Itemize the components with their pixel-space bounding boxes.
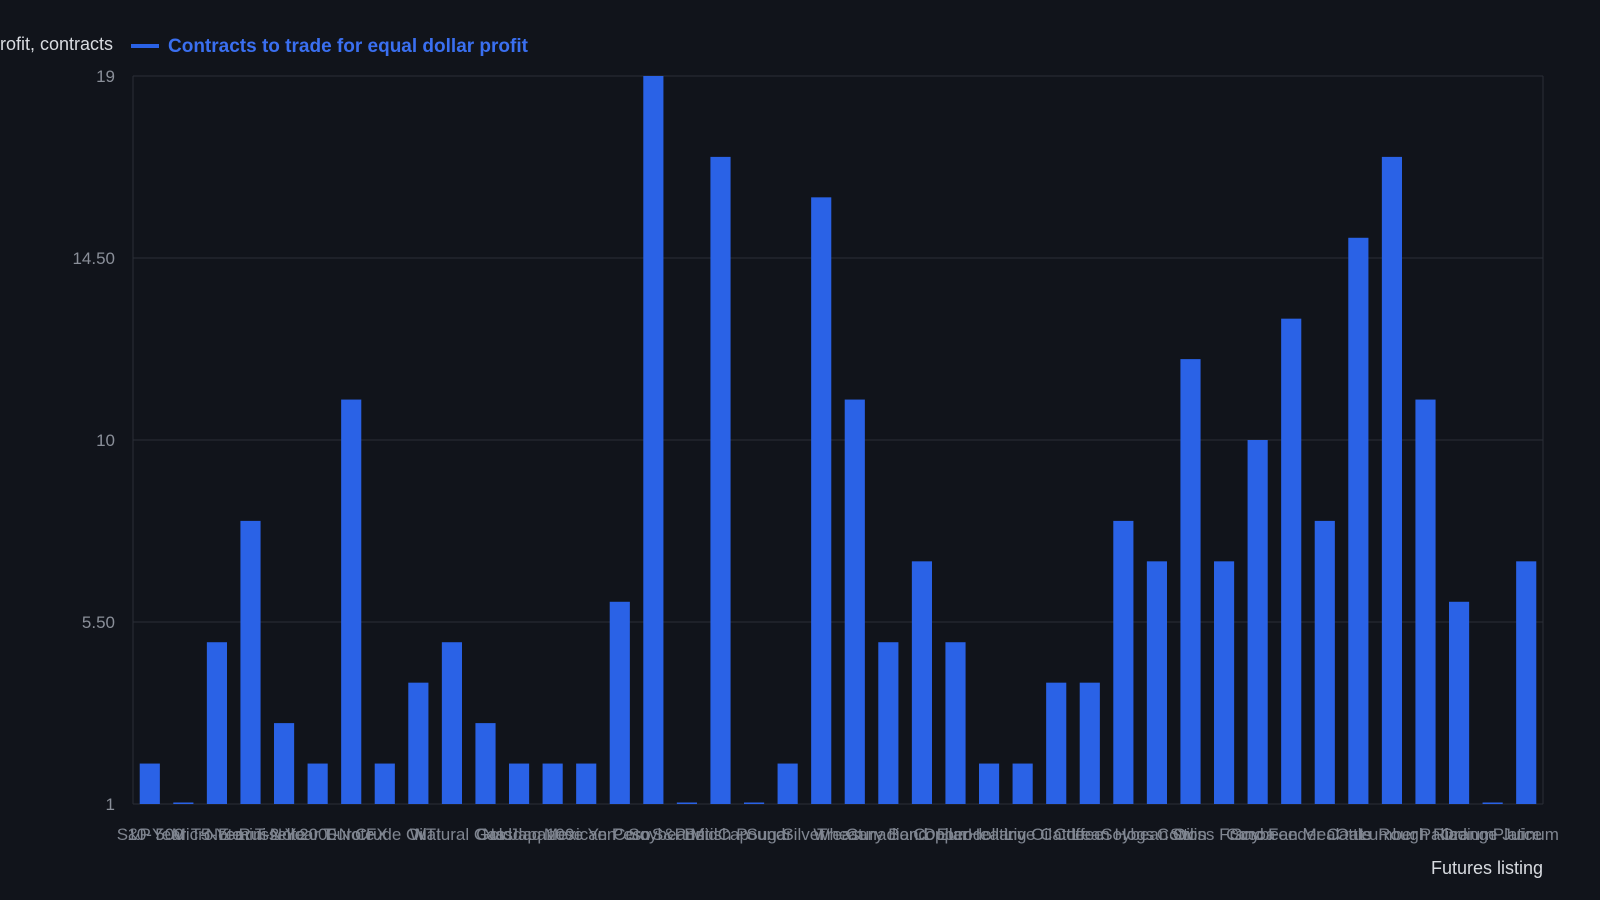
x-category-label: Nasdaq 100 (483, 825, 575, 844)
bar[interactable] (1113, 520, 1134, 804)
x-category-label: Micro E-mini (172, 825, 266, 844)
x-category-label: Euro FX (325, 825, 387, 844)
y-tick-label: 14.50 (72, 249, 115, 268)
x-category-label: Lumber (1359, 825, 1417, 844)
x-category-label: Palladium (1420, 825, 1495, 844)
x-category-label: Soybean Meal (1231, 825, 1340, 844)
bar[interactable] (979, 763, 1000, 804)
x-category-label: British Pound (684, 825, 785, 844)
bar[interactable] (576, 763, 597, 804)
bars (139, 76, 1537, 805)
bar[interactable] (1247, 440, 1268, 804)
bar[interactable] (240, 520, 261, 804)
x-category-label: Heating Oil (968, 825, 1052, 844)
bar[interactable] (609, 601, 630, 804)
x-category-label: Soybean Oil (1101, 825, 1194, 844)
bar[interactable] (1516, 561, 1537, 804)
bar[interactable] (139, 763, 160, 804)
x-category-label: S&P MidCap (652, 825, 749, 844)
bar[interactable] (274, 723, 295, 804)
y-tick-label: 10 (96, 431, 115, 450)
x-category-label: Sugar (747, 825, 793, 844)
x-category-label: Natural Gas (414, 825, 505, 844)
bar[interactable] (509, 763, 530, 804)
x-category-label: Oats (1336, 825, 1372, 844)
bar[interactable] (1214, 561, 1235, 804)
legend-label: Contracts to trade for equal dollar prof… (168, 36, 529, 57)
x-category-label: Cotton (1157, 825, 1207, 844)
x-category-label: 2-Year T-Note (270, 825, 375, 844)
bar[interactable] (374, 763, 395, 804)
grid-lines (132, 75, 1544, 805)
bar[interactable] (1415, 399, 1436, 804)
x-category-label: Lean Hogs (1072, 825, 1154, 844)
bar[interactable] (1449, 601, 1470, 804)
x-category-label: Swiss Franc (1170, 825, 1263, 844)
x-category-label: Live Cattle (1004, 825, 1084, 844)
bar[interactable] (710, 156, 731, 804)
x-category-label: Silver (782, 825, 825, 844)
x-category-label: Canadian Dollar (846, 825, 968, 844)
bar[interactable] (844, 399, 865, 804)
x-category-label: 5-Year T-Note (201, 825, 306, 844)
bar[interactable] (1381, 156, 1402, 804)
bar[interactable] (475, 723, 496, 804)
bar[interactable] (408, 682, 429, 804)
bar[interactable] (1281, 318, 1302, 804)
y-axis-title: Equal dollar profit, contracts (0, 34, 113, 54)
bar[interactable] (1348, 237, 1369, 804)
x-category-label: Mexican Peso (544, 825, 651, 844)
bar[interactable] (945, 642, 966, 804)
y-tick-label: 19 (96, 67, 115, 86)
bar[interactable] (1146, 561, 1167, 804)
bar[interactable] (173, 802, 194, 805)
y-tick-label: 5.50 (82, 613, 115, 632)
x-axis-title: Futures listing (1431, 858, 1543, 878)
x-category-label: Wheat (813, 825, 862, 844)
bar[interactable] (441, 642, 462, 804)
x-category-label: Copper (913, 825, 969, 844)
bar[interactable] (1012, 763, 1033, 804)
x-category-label: Gold (476, 825, 512, 844)
bar[interactable] (676, 802, 697, 805)
bar[interactable] (206, 642, 227, 804)
bar[interactable] (542, 763, 563, 804)
bar[interactable] (811, 197, 832, 805)
bar[interactable] (1046, 682, 1067, 804)
x-category-label: Feeder Cattle (1268, 825, 1371, 844)
y-tick-labels: 1 5.50 10 14.50 19 (72, 67, 115, 814)
x-category-label: Soybeans (628, 825, 704, 844)
x-category-label: WTI (410, 825, 441, 844)
bar[interactable] (1482, 802, 1503, 805)
x-category-label: Cocoa (1226, 825, 1276, 844)
bar[interactable] (744, 802, 765, 805)
x-category-label: Treasury Bond (817, 825, 928, 844)
x-category-label: Japanese Yen (509, 825, 616, 844)
x-category-label: Eurodollar (937, 825, 1015, 844)
legend[interactable]: Contracts to trade for equal dollar prof… (131, 36, 529, 57)
x-category-label: S&P 500 (117, 825, 184, 844)
x-category-label: Rough Rice (1378, 825, 1467, 844)
y-tick-label: 1 (106, 795, 115, 814)
x-category-label: Crude Oil (355, 825, 427, 844)
bar[interactable] (643, 76, 664, 804)
bar[interactable] (1079, 682, 1100, 804)
bar[interactable] (307, 763, 328, 804)
bar[interactable] (777, 763, 798, 804)
x-category-label: Russell 2000 (239, 825, 337, 844)
bar[interactable] (1180, 359, 1201, 804)
bar[interactable] (878, 642, 899, 804)
bar[interactable] (911, 561, 932, 804)
x-category-label: Platinum (1493, 825, 1559, 844)
bar[interactable] (341, 399, 362, 804)
x-category-label: Orange Juice (1441, 825, 1542, 844)
x-category-label: Coffee (1054, 825, 1104, 844)
x-category-label: 10-Year T-Note (127, 825, 241, 844)
x-category-label: Corn (613, 825, 650, 844)
bar[interactable] (1314, 520, 1335, 804)
